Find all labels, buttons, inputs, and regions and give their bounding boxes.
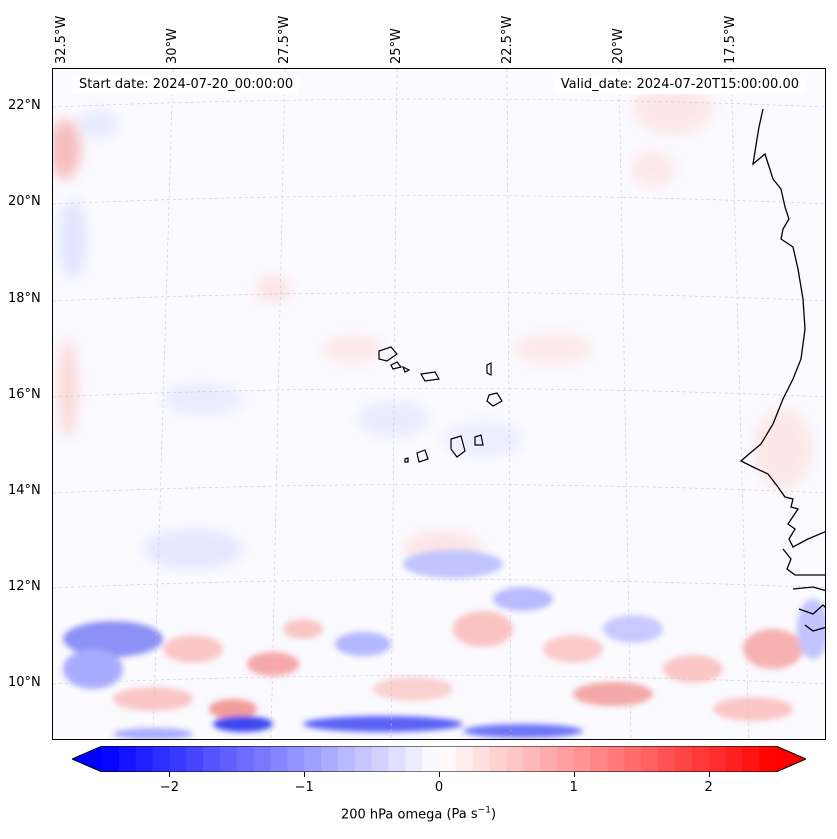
colorbar-segment [489,746,507,772]
lon-label: 22.5°W [500,15,515,64]
colorbar-segment [321,746,339,772]
colorbar-segment [658,746,676,772]
lon-label: 30°W [165,28,180,64]
colorbar-segment [388,746,406,772]
cape-verde-islands [378,346,503,463]
colorbar-tick-label: −1 [294,780,314,795]
lon-label: 32.5°W [54,15,69,64]
colorbar-label: 200 hPa omega (Pa s−1) [0,806,837,822]
colorbar-segment [287,746,305,772]
colorbar-segment [472,746,491,772]
colorbar-tickmark [573,772,575,777]
colorbar-segment [759,746,777,772]
colorbar-segment [708,746,727,772]
colorbar-segment [354,746,373,772]
colorbar-segment [219,746,238,772]
colorbar [72,746,806,772]
colorbar-segment [573,746,592,772]
colorbar-segment [253,746,272,772]
lon-label: 25°W [389,28,404,64]
colorbar-segment [641,746,659,772]
omega-field-upper [53,83,813,569]
colorbar-segment [304,746,322,772]
colorbar-tickmark [708,772,710,777]
colorbar-extend-min [72,746,102,772]
start-date-label: Start date: 2024-07-20_00:00:00 [73,75,300,94]
colorbar-segments [72,746,806,772]
colorbar-tick-label: 1 [569,780,578,795]
colorbar-segment [523,746,541,772]
colorbar-segment [422,746,440,772]
lon-label: 27.5°W [277,15,292,64]
colorbar-tick-label: 0 [434,780,444,795]
lat-label: 12°N [8,579,41,594]
colorbar-segment [135,746,154,772]
colorbar-segment [203,746,221,772]
colorbar-tick-label: 2 [704,780,713,795]
colorbar-segment [337,746,356,772]
omega-field-map [53,69,825,739]
colorbar-segment [405,746,423,772]
lat-label: 22°N [8,98,41,113]
colorbar-segment [742,746,760,772]
lat-label: 20°N [8,194,41,209]
colorbar-segment [236,746,255,772]
colorbar-segment [691,746,710,772]
lat-label: 18°N [8,291,41,306]
colorbar-segment [169,746,187,772]
lon-label: 20°W [611,28,626,64]
lat-label: 14°N [8,483,41,498]
lat-label: 10°N [8,675,41,690]
map-panel: Start date: 2024-07-20_00:00:00 Valid_da… [52,68,826,740]
colorbar-segment [540,746,558,772]
colorbar-tick-label: −2 [159,780,179,795]
colorbar-segment [102,746,120,772]
omega-field-lower [63,550,825,739]
lat-label: 16°N [8,387,41,402]
valid-date-label: Valid_date: 2024-07-20T15:00:00.00 [554,75,805,94]
colorbar-tickmark [439,772,440,777]
lon-label: 17.5°W [723,15,738,64]
colorbar-segment [270,746,288,772]
colorbar-segment [186,746,204,772]
colorbar-segment [607,746,625,772]
coastline [739,108,825,632]
colorbar-segment [506,746,524,772]
colorbar-segment [455,746,474,772]
colorbar-tickmark [304,772,306,777]
colorbar-extend-max [776,746,806,772]
colorbar-segment [674,746,693,772]
graticule [53,69,825,739]
colorbar-segment [624,746,642,772]
colorbar-segment [590,746,609,772]
colorbar-tickmark [169,772,171,777]
colorbar-segment [725,746,743,772]
colorbar-segment [118,746,137,772]
units-label: (Pa s−1) [446,806,497,823]
colorbar-segment [371,746,390,772]
colorbar-segment [556,746,575,772]
colorbar-segment [439,746,457,772]
variable-name: 200 hPa omega [340,807,443,823]
colorbar-segment [152,746,170,772]
